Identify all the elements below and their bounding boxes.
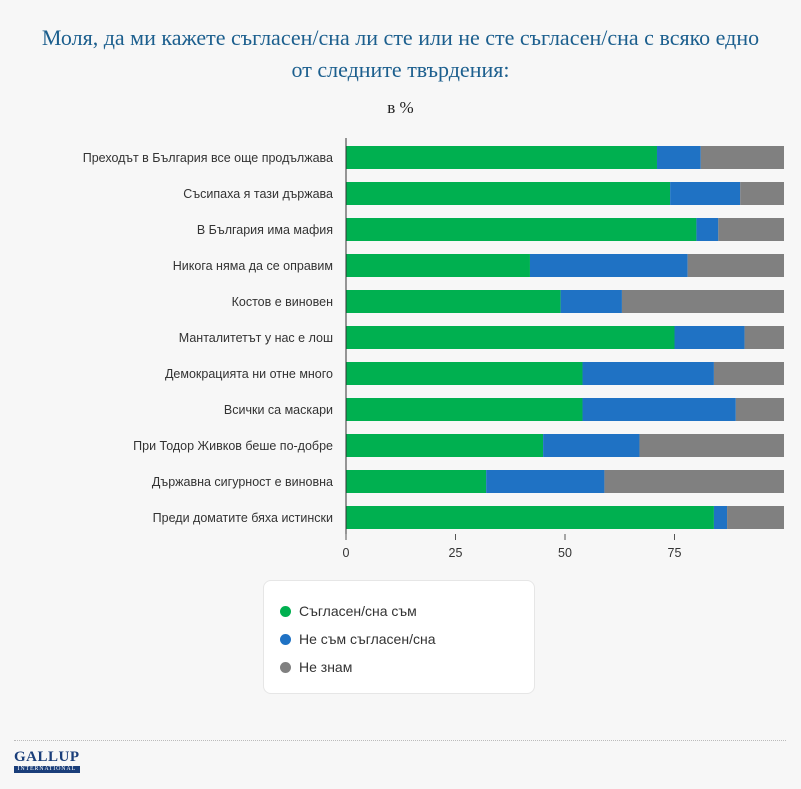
bar-row2-series1[interactable]	[696, 218, 719, 241]
category-label-1: Съсипаха я тази държава	[183, 187, 333, 201]
bar-row4-series2[interactable]	[621, 290, 784, 313]
bar-row3-series2[interactable]	[687, 254, 784, 277]
category-label-8: При Тодор Живков беше по-добре	[133, 439, 333, 453]
bar-row7-series0[interactable]	[346, 398, 583, 421]
logo-main-text: GALLUP	[14, 749, 80, 765]
bars-group	[346, 146, 784, 529]
x-tick-label-0: 0	[343, 546, 350, 560]
x-tick-label-2: 50	[558, 546, 572, 560]
chart-unit-label: в %	[387, 98, 414, 117]
legend-item-agree[interactable]: Съгласен/сна съм	[280, 597, 534, 625]
category-label-0: Преходът в България все още продължава	[83, 151, 333, 165]
category-label-9: Държавна сигурност е виновна	[152, 475, 333, 489]
bar-row5-series1[interactable]	[674, 326, 745, 349]
bar-row3-series1[interactable]	[529, 254, 688, 277]
bar-row1-series2[interactable]	[740, 182, 784, 205]
bar-row6-series1[interactable]	[582, 362, 714, 385]
bar-row2-series0[interactable]	[346, 218, 697, 241]
chart-title: Моля, да ми кажете съгласен/сна ли сте и…	[0, 22, 801, 86]
legend-item-dont-know[interactable]: Не знам	[280, 653, 534, 681]
x-tick-label-1: 25	[449, 546, 463, 560]
bar-row4-series1[interactable]	[560, 290, 622, 313]
bar-row5-series0[interactable]	[346, 326, 675, 349]
legend-dot-agree	[280, 605, 291, 617]
bar-row6-series2[interactable]	[713, 362, 784, 385]
category-label-3: Никога няма да се оправим	[173, 259, 333, 273]
logo-sub-text: INTERNATIONAL	[14, 766, 80, 773]
stacked-bar-chart: Преходът в България все още продължава Съ…	[83, 138, 784, 560]
bar-row0-series0[interactable]	[346, 146, 657, 169]
legend-label-agree: Съгласен/сна съм	[299, 603, 417, 619]
bar-row1-series0[interactable]	[346, 182, 671, 205]
category-labels-group: Преходът в България все още продължава Съ…	[83, 151, 333, 525]
chart-title-line1: Моля, да ми кажете съгласен/сна ли сте и…	[41, 25, 760, 50]
gallup-logo: GALLUP INTERNATIONAL	[14, 750, 80, 773]
category-label-5: Манталитетът у нас е лош	[179, 331, 333, 345]
legend-dot-disagree	[280, 633, 291, 645]
bar-row0-series1[interactable]	[656, 146, 701, 169]
legend-label-disagree: Не съм съгласен/сна	[299, 631, 436, 647]
legend-item-disagree[interactable]: Не съм съгласен/сна	[280, 625, 534, 653]
bar-row8-series2[interactable]	[639, 434, 784, 457]
bar-row2-series2[interactable]	[718, 218, 784, 241]
bar-row7-series2[interactable]	[735, 398, 784, 421]
legend-dot-dont-know	[280, 661, 291, 673]
category-label-7: Всички са маскари	[224, 403, 333, 417]
category-label-4: Костов е виновен	[232, 295, 333, 309]
bar-row6-series0[interactable]	[346, 362, 583, 385]
bar-row4-series0[interactable]	[346, 290, 561, 313]
bar-row0-series2[interactable]	[700, 146, 784, 169]
footer-divider	[14, 740, 786, 741]
bar-row5-series2[interactable]	[744, 326, 784, 349]
bar-row8-series0[interactable]	[346, 434, 544, 457]
chart-title-line2: от следните твърдения:	[291, 57, 510, 82]
category-label-2: В България има мафия	[197, 223, 333, 237]
bar-row9-series1[interactable]	[486, 470, 605, 493]
legend-label-dont-know: Не знам	[299, 659, 353, 675]
bar-row3-series0[interactable]	[346, 254, 530, 277]
bar-row9-series0[interactable]	[346, 470, 487, 493]
legend: Съгласен/сна съм Не съм съгласен/сна Не …	[263, 580, 535, 694]
bar-row9-series2[interactable]	[604, 470, 784, 493]
bar-row10-series0[interactable]	[346, 506, 714, 529]
bar-row1-series1[interactable]	[670, 182, 741, 205]
bar-row10-series2[interactable]	[727, 506, 784, 529]
x-axis-group: 0 25 50 75	[343, 138, 682, 560]
bar-row8-series1[interactable]	[543, 434, 640, 457]
bar-row7-series1[interactable]	[582, 398, 736, 421]
category-label-10: Преди доматите бяха истински	[153, 511, 333, 525]
bar-row10-series1[interactable]	[713, 506, 728, 529]
category-label-6: Демокрацията ни отне много	[165, 367, 333, 381]
x-tick-label-3: 75	[668, 546, 682, 560]
